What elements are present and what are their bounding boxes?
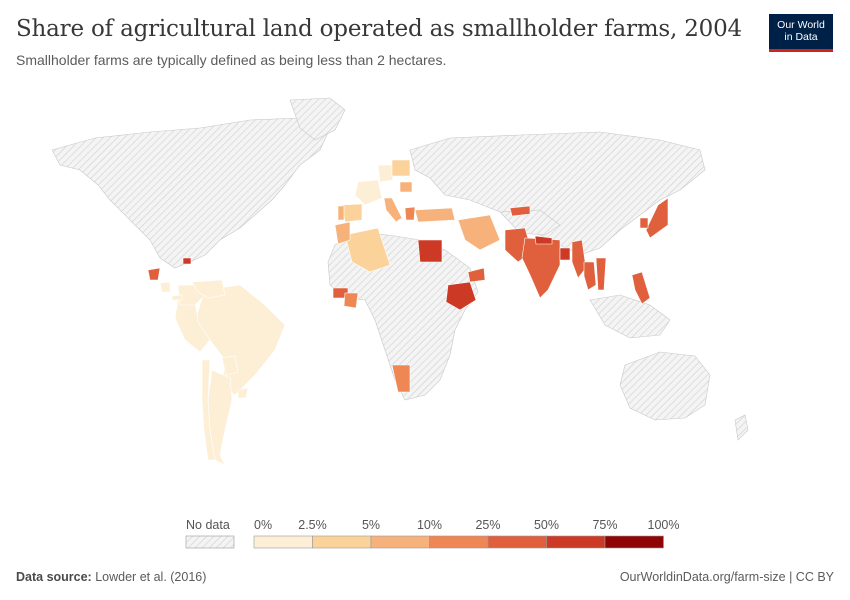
region-india[interactable]: [521, 237, 561, 299]
legend-bin-3[interactable]: [429, 535, 489, 549]
legend-tick-label: 100%: [648, 518, 680, 532]
legend-bin-4[interactable]: [487, 535, 547, 549]
region-iran[interactable]: [457, 214, 501, 251]
footer-url[interactable]: OurWorldinData.org/farm-size | CC BY: [619, 570, 834, 584]
region-myanmar[interactable]: [571, 239, 587, 279]
region-germany[interactable]: [377, 164, 394, 183]
region-spain[interactable]: [341, 203, 363, 223]
owid-logo[interactable]: Our World in Data: [769, 14, 833, 52]
region-cote-d-ivoire[interactable]: [343, 292, 359, 309]
footer-source-label: Data source:: [16, 570, 92, 584]
region-romania[interactable]: [399, 181, 413, 193]
region-nepal[interactable]: [534, 235, 553, 245]
region-poland[interactable]: [391, 159, 411, 177]
region-vietnam[interactable]: [595, 257, 607, 291]
legend-tick-label: 50%: [534, 518, 559, 532]
region-southeast-asia[interactable]: [589, 294, 671, 339]
legend-tick-label: 25%: [475, 518, 500, 532]
region-greece[interactable]: [404, 206, 416, 221]
region-south-korea[interactable]: [639, 217, 649, 229]
region-uruguay[interactable]: [237, 387, 249, 399]
region-morocco[interactable]: [334, 221, 351, 245]
legend-bin-0[interactable]: [253, 535, 313, 549]
region-panama[interactable]: [171, 294, 183, 301]
region-north-america[interactable]: [51, 117, 331, 269]
region-algeria[interactable]: [344, 227, 391, 273]
legend-tick-label: 10%: [417, 518, 442, 532]
region-italy[interactable]: [383, 197, 403, 223]
footer-source: Data source: Lowder et al. (2016): [16, 570, 206, 584]
world-map: [51, 97, 749, 466]
legend-bin-6[interactable]: [604, 535, 664, 549]
legend-bin-1[interactable]: [312, 535, 372, 549]
region-haiti[interactable]: [182, 257, 192, 265]
legend-tick-label: 2.5%: [298, 518, 327, 532]
legend-no-data-label: No data: [186, 518, 230, 532]
region-bangladesh[interactable]: [559, 247, 571, 261]
chart-title: Share of agricultural land operated as s…: [16, 16, 742, 42]
legend-bin-5[interactable]: [546, 535, 606, 549]
region-new-zealand[interactable]: [734, 414, 749, 441]
region-egypt[interactable]: [417, 239, 443, 263]
legend-tick-label: 75%: [592, 518, 617, 532]
region-paraguay[interactable]: [221, 355, 239, 376]
region-guatemala[interactable]: [147, 267, 161, 281]
region-kyrgyzstan[interactable]: [509, 205, 531, 217]
logo-line-1: Our World: [777, 19, 825, 31]
region-philippines[interactable]: [631, 271, 651, 305]
region-greenland[interactable]: [289, 97, 346, 141]
region-france[interactable]: [354, 179, 383, 206]
legend-tick-label: 0%: [254, 518, 272, 532]
region-venezuela[interactable]: [191, 279, 226, 299]
chart-subtitle: Smallholder farms are typically defined …: [16, 52, 447, 68]
region-nicaragua[interactable]: [159, 281, 171, 293]
region-portugal[interactable]: [337, 205, 345, 221]
legend-bin-2[interactable]: [370, 535, 430, 549]
region-australia[interactable]: [619, 351, 711, 421]
legend-no-data-swatch: [185, 535, 235, 549]
legend-tick-label: 5%: [362, 518, 380, 532]
footer-source-value: Lowder et al. (2016): [95, 570, 207, 584]
region-turkey[interactable]: [414, 207, 456, 223]
region-russia-asia[interactable]: [409, 131, 706, 256]
region-chile[interactable]: [201, 359, 216, 461]
region-yemen[interactable]: [467, 267, 486, 283]
region-namibia[interactable]: [391, 364, 411, 393]
logo-line-2: in Data: [784, 31, 818, 43]
region-ethiopia[interactable]: [445, 281, 477, 311]
region-thailand[interactable]: [583, 261, 597, 291]
